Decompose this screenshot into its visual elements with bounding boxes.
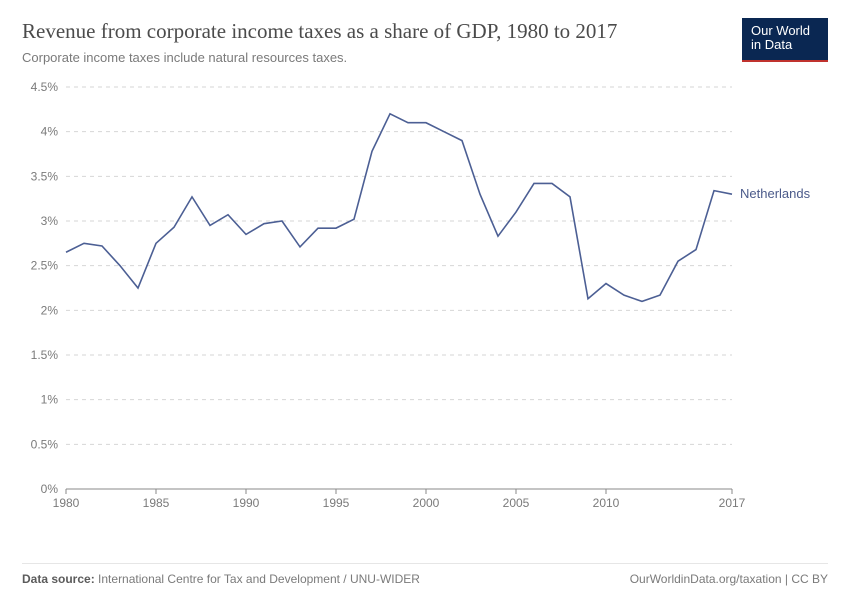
chart-title: Revenue from corporate income taxes as a… [22, 18, 662, 44]
chart-area: 0% 0.5% 1% 1.5% 2% 2.5% 3% 3.5% 4% 4.5% 1980 1985 19… [22, 79, 828, 524]
y-axis-label: 1.5% [31, 348, 59, 362]
y-axis-label: 1% [41, 393, 59, 407]
series-line-netherlands [66, 114, 732, 302]
y-axis-label: 2% [41, 304, 59, 318]
series-label-netherlands: Netherlands [740, 186, 811, 201]
x-axis-label: 2000 [413, 496, 440, 510]
attribution: OurWorldinData.org/taxation | CC BY [630, 572, 828, 586]
owid-logo-line1: Our World [751, 24, 819, 38]
x-axis-label: 2010 [593, 496, 620, 510]
y-axis-label: 2.5% [31, 259, 59, 273]
line-chart: 0% 0.5% 1% 1.5% 2% 2.5% 3% 3.5% 4% 4.5% 1980 1985 19… [22, 79, 828, 519]
x-axis-label: 1990 [233, 496, 260, 510]
footer: Data source: International Centre for Ta… [22, 563, 828, 586]
owid-logo: Our World in Data [742, 18, 828, 62]
y-axis-label: 3.5% [31, 170, 59, 184]
owid-logo-box: Our World in Data [742, 18, 828, 60]
y-axis-label: 0% [41, 482, 59, 496]
header: Revenue from corporate income taxes as a… [22, 18, 828, 65]
y-axis-label: 3% [41, 214, 59, 228]
x-axis-label: 1985 [143, 496, 170, 510]
x-axis-label: 2017 [719, 496, 746, 510]
x-axis-label: 1995 [323, 496, 350, 510]
y-axis-label: 0.5% [31, 438, 59, 452]
x-axis-label: 2005 [503, 496, 530, 510]
data-source-text: International Centre for Tax and Develop… [98, 572, 420, 586]
owid-logo-underline [742, 60, 828, 62]
x-axis-label: 1980 [53, 496, 80, 510]
data-source-label: Data source: [22, 572, 95, 586]
owid-logo-line2: in Data [751, 38, 819, 52]
y-axis-label: 4.5% [31, 80, 59, 94]
y-axis-label: 4% [41, 125, 59, 139]
chart-container: Revenue from corporate income taxes as a… [0, 0, 850, 600]
data-source: Data source: International Centre for Ta… [22, 572, 420, 586]
chart-subtitle: Corporate income taxes include natural r… [22, 50, 828, 65]
